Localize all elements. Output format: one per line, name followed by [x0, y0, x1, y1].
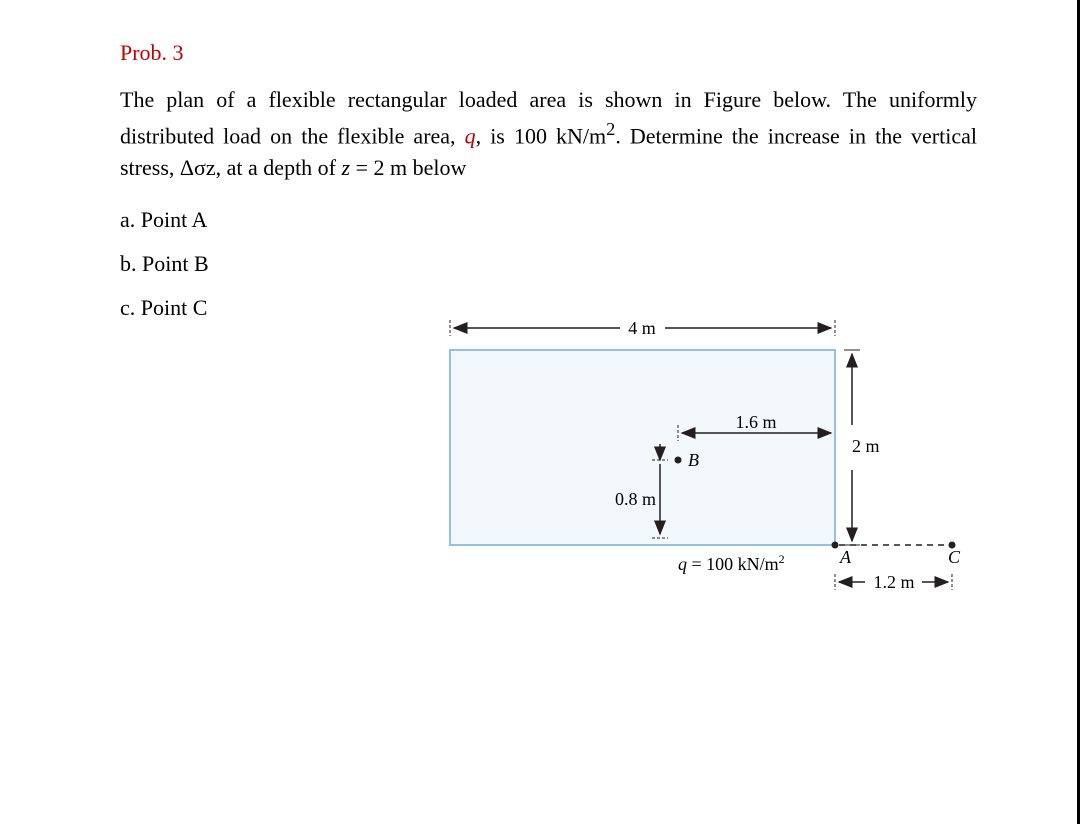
point-c-label: C [948, 547, 961, 567]
dim-ac: 1.2 m [835, 572, 952, 592]
z-symbol: z [342, 155, 351, 180]
point-b-label: B [688, 450, 699, 470]
dim-inner-horiz-label: 1.6 m [735, 412, 776, 432]
text-segment: = 2 m below [350, 155, 466, 180]
dim-top-label: 4 m [628, 318, 656, 338]
dim-ac-label: 1.2 m [873, 572, 914, 592]
part-a: a. Point A [120, 198, 977, 242]
loaded-area-rect [450, 350, 835, 545]
dim-right: 2 m [844, 350, 880, 545]
q-symbol: q [465, 123, 476, 148]
page: Prob. 3 The plan of a flexible rectangul… [0, 0, 1080, 824]
part-b: b. Point B [120, 242, 977, 286]
dim-top: 4 m [450, 318, 835, 338]
superscript-2: 2 [606, 119, 615, 139]
point-a-marker [832, 542, 839, 549]
dim-inner-vert-label: 0.8 m [615, 489, 656, 509]
text-segment: , is 100 kN/m [476, 123, 607, 148]
problem-number: Prob. 3 [120, 40, 977, 66]
figure-svg: 4 m 2 m B 1.6 m [420, 310, 980, 640]
point-a-label: A [839, 547, 852, 567]
problem-statement: The plan of a flexible rectangular loade… [120, 84, 977, 184]
q-load-label: q = 100 kN/m2 [678, 552, 785, 574]
figure: 4 m 2 m B 1.6 m [420, 310, 980, 670]
dim-right-label: 2 m [852, 436, 880, 456]
point-b-marker [675, 457, 682, 464]
